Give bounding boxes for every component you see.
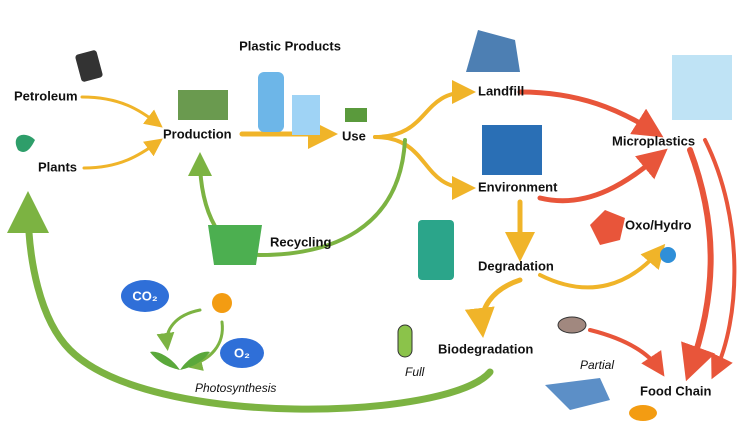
edge-label: Full [405,365,425,379]
bacteria-icon [557,316,587,334]
edge-label: Partial [580,358,614,372]
node-label: Environment [478,179,558,194]
factory-icon [178,90,228,120]
landfill-icon [466,30,520,72]
node-label: Oxo/Hydro [625,217,692,232]
icon-label: O₂ [234,345,250,360]
arrow [7,191,494,413]
icon-label: CO₂ [132,288,158,303]
petroleum-icon [75,50,103,82]
sun-icon [212,293,232,313]
sprout-icon [150,351,210,370]
arrows [7,80,737,413]
arrow [188,138,407,258]
arrow [373,80,476,139]
bottle-icon [258,72,284,132]
cup-icon [292,95,320,135]
node-label: Biodegradation [438,341,533,356]
drop-icon [660,247,676,263]
shark-icon [545,378,610,410]
node-label: Petroleum [14,88,78,103]
arrow [517,89,664,138]
node-label: Degradation [478,258,554,273]
water-icon [482,125,542,175]
arrow [156,308,202,351]
arrow [538,243,666,290]
node-label: Use [342,128,366,143]
title: Plastic Products [239,38,341,53]
arrow [373,135,476,200]
node-label: Landfill [478,83,524,98]
icons [15,30,732,421]
bin-icon [208,225,262,265]
bacteria-icon [397,324,413,358]
arrow [537,148,668,204]
o2-cloud [220,338,264,368]
node-label: Microplastics [612,133,695,148]
node-label: Food Chain [640,383,712,398]
node-label: Plants [38,159,77,174]
node-label: Production [163,126,232,141]
node-label: Photosynthesis [195,381,276,395]
arrow [703,138,737,380]
plant-icon [15,134,35,152]
co2-cloud [121,280,169,312]
fish-icon [629,405,657,421]
oxo-icon [590,210,625,245]
arrow [80,95,163,128]
labels: Plastic Products Petroleum Plants Produc… [14,38,712,398]
arrow [588,328,665,377]
arrow [681,147,716,382]
arrow [82,138,163,170]
bag-icon [418,220,454,280]
microplastics-icon [672,55,732,120]
cart-icon [345,108,367,122]
node-label: Recycling [270,234,331,249]
arrow [464,277,523,338]
